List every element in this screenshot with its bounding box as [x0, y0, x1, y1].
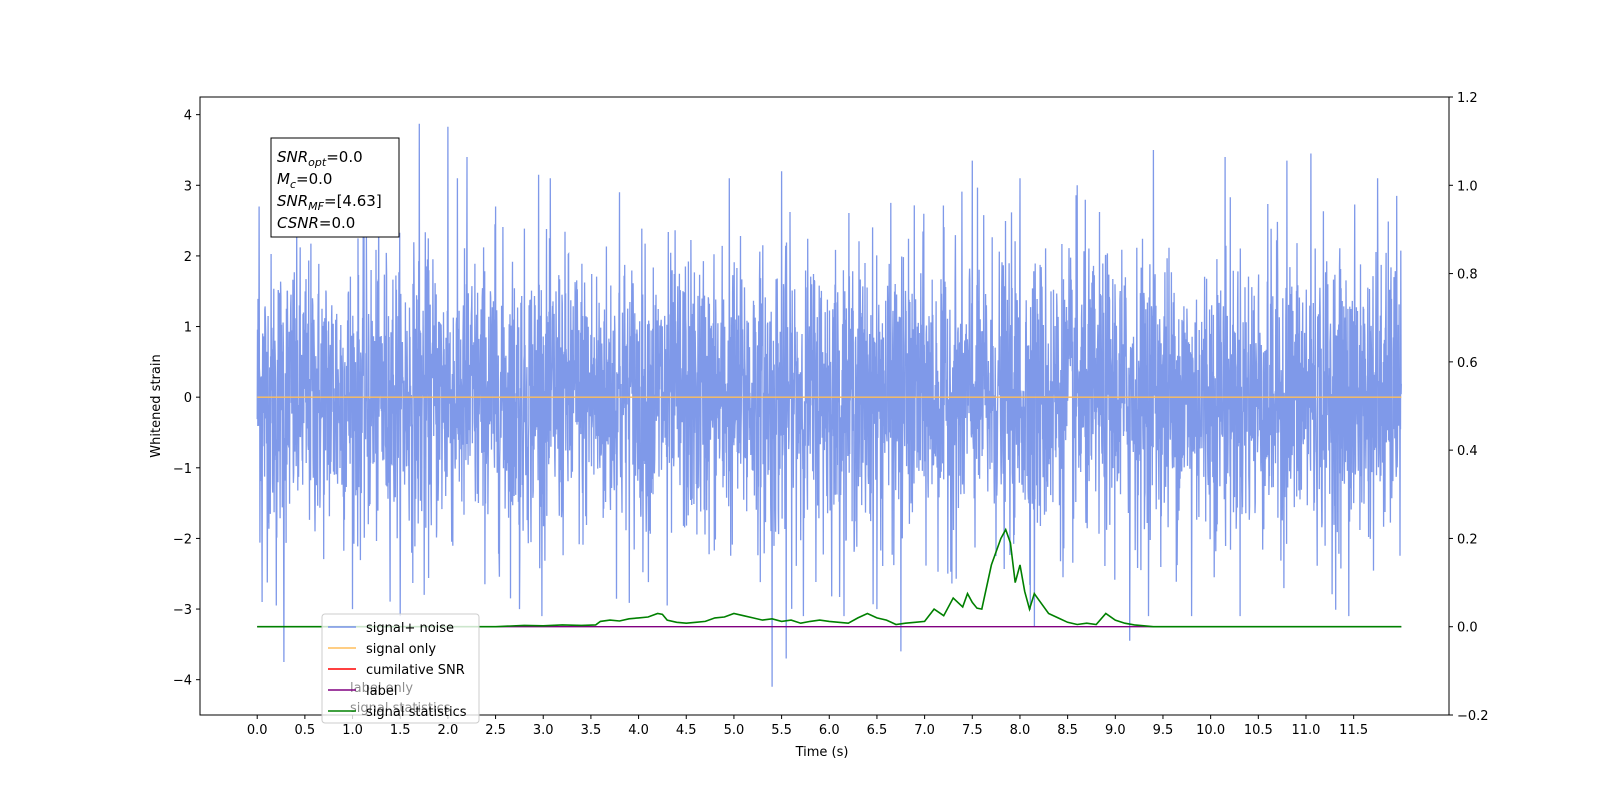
x-tick-label: 8.5 — [1057, 723, 1078, 738]
y-axis-ticks: −4 −3 −2 −1 0 1 2 3 4 — [173, 109, 200, 689]
x-tick-label: 11.0 — [1292, 723, 1321, 738]
series-line-signal-statistics — [257, 527, 1402, 628]
x-tick-label: 4.5 — [676, 723, 697, 738]
y-tick-label: 1 — [184, 321, 192, 336]
x-tick-label: 1.0 — [342, 723, 363, 738]
y-tick-label: 0 — [184, 391, 192, 406]
legend-ghost-label: label only — [350, 681, 413, 696]
x-tick-label: 7.5 — [962, 723, 983, 738]
y2-tick-label: 1.0 — [1457, 179, 1478, 194]
x-tick-label: 10.0 — [1196, 723, 1225, 738]
annotation-line: CSNR=0.0 — [277, 214, 355, 232]
x-tick-label: 10.5 — [1244, 723, 1273, 738]
y-tick-label: −2 — [173, 532, 192, 547]
y-tick-label: 3 — [184, 179, 192, 194]
y2-tick-label: 0.2 — [1457, 532, 1478, 547]
x-tick-label: 6.0 — [819, 723, 840, 738]
legend-label: cumilative SNR — [366, 663, 465, 678]
annotation-box — [270, 137, 400, 238]
x-tick-label: 6.5 — [867, 723, 888, 738]
legend-label: signal only — [366, 642, 436, 657]
series-layer — [256, 123, 1402, 687]
y-tick-label: −1 — [173, 462, 192, 477]
annotation-line: SNRopt=0.0 — [277, 148, 363, 169]
y-tick-label: −4 — [173, 674, 192, 689]
legend-label: label — [366, 684, 397, 699]
y2-axis-ticks: −0.2 0.0 0.2 0.4 0.6 0.8 1.0 1.2 — [1449, 91, 1489, 724]
x-tick-label: 0.5 — [295, 723, 316, 738]
annotation-line: SNRMF=[4.63] — [277, 192, 382, 213]
y2-tick-label: 0.8 — [1457, 268, 1478, 283]
x-tick-label: 9.5 — [1153, 723, 1174, 738]
series-line-signal-noise — [256, 123, 1402, 687]
x-tick-label: 5.5 — [771, 723, 792, 738]
y-axis-label: Whitened strain — [149, 354, 164, 457]
x-tick-label: 11.5 — [1339, 723, 1368, 738]
legend: label only signal statistics signal+ noise… — [321, 613, 480, 724]
legend-label: signal+ noise — [366, 621, 454, 636]
y-tick-label: −3 — [173, 603, 192, 618]
legend-label: signal statistics — [366, 705, 467, 720]
x-tick-label: 1.5 — [390, 723, 411, 738]
y2-tick-label: −0.2 — [1457, 709, 1489, 724]
x-tick-label: 2.5 — [485, 723, 506, 738]
plot-frame — [199, 96, 1450, 716]
y-tick-label: 2 — [184, 250, 192, 265]
legend-box — [321, 613, 480, 724]
y2-tick-label: 0.0 — [1457, 621, 1478, 636]
x-tick-label: 8.0 — [1010, 723, 1031, 738]
x-tick-label: 2.0 — [438, 723, 459, 738]
y2-tick-label: 0.4 — [1457, 444, 1478, 459]
x-tick-label: 5.0 — [724, 723, 745, 738]
x-tick-label: 0.0 — [247, 723, 268, 738]
x-tick-label: 4.0 — [628, 723, 649, 738]
x-tick-label: 7.0 — [914, 723, 935, 738]
legend-ghost-label: signal statistics — [350, 701, 451, 716]
x-axis-label: Time (s) — [795, 745, 849, 760]
y-tick-label: 4 — [184, 109, 192, 124]
x-axis-ticks: 0.0 0.5 1.0 1.5 2.0 2.5 3.0 3.5 4.0 4.5 5.0 5.5 6.0 6… — [247, 715, 1368, 738]
annotation-line: Mc=0.0 — [277, 170, 332, 191]
x-tick-label: 3.0 — [533, 723, 554, 738]
y2-tick-label: 1.2 — [1457, 91, 1478, 106]
y2-tick-label: 0.6 — [1457, 356, 1478, 371]
x-tick-label: 3.5 — [581, 723, 602, 738]
x-tick-label: 9.0 — [1105, 723, 1126, 738]
